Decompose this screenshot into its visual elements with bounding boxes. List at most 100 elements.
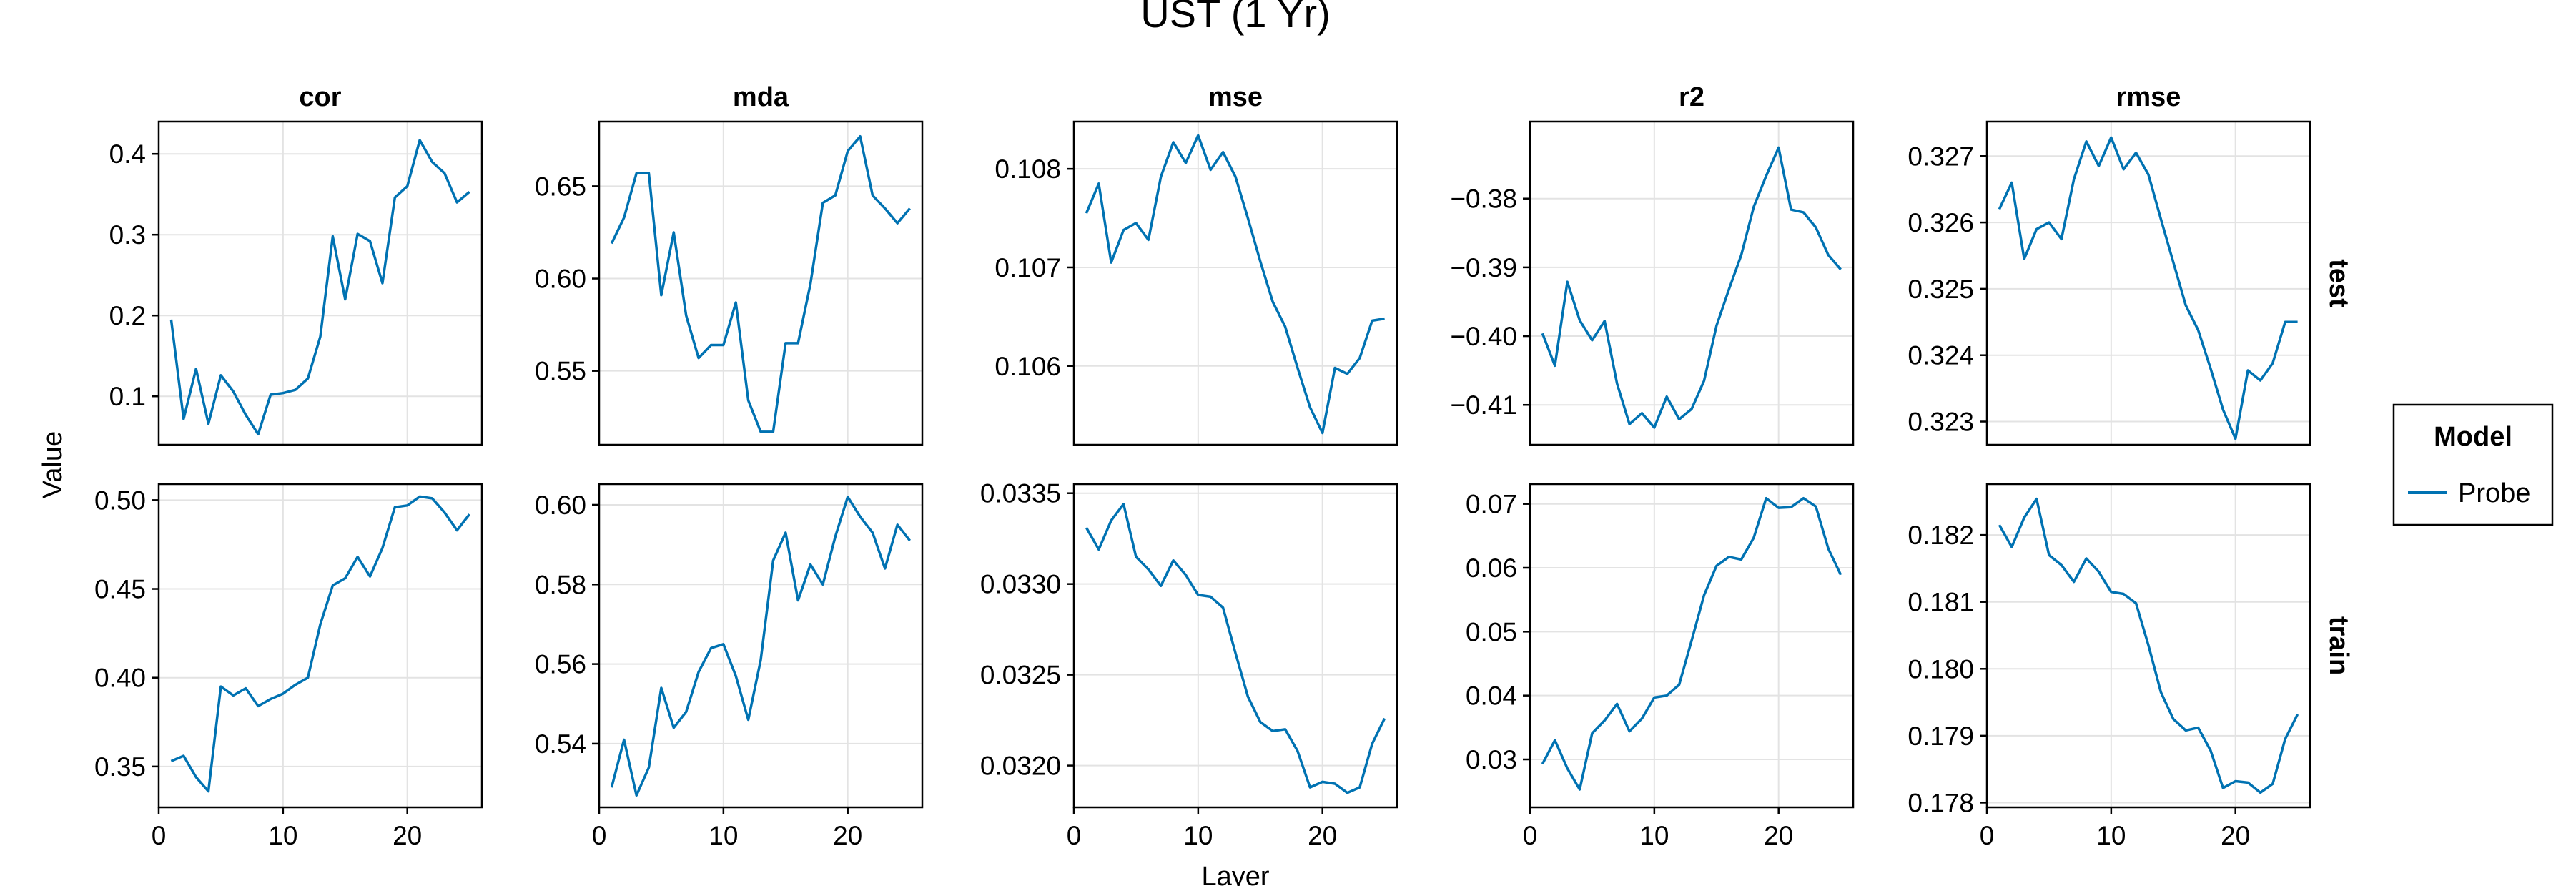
panel-frame: [1072, 120, 1398, 446]
y-tick-label: 0.325: [1908, 275, 1974, 304]
x-tick-label: 10: [1639, 821, 1669, 850]
y-tick-label: 0.55: [535, 357, 586, 386]
x-tick-label: 20: [2221, 821, 2250, 850]
series-line-probe: [1998, 136, 2298, 440]
y-tick-label: 0.35: [94, 752, 146, 782]
column-title-mda: mda: [733, 82, 789, 112]
y-tick-label: 0.107: [995, 253, 1061, 282]
x-tick-label: 0: [1067, 821, 1082, 850]
panel-rmse-train: 0.178 0.179 0.180 0.181 0.182 0 10 20 train: [1908, 483, 2354, 850]
x-tick-label: 0: [1523, 821, 1538, 850]
series-line-probe: [610, 496, 911, 797]
panel-cor-train: 0.35 0.40 0.45 0.50 0 10 20: [94, 483, 483, 850]
y-tick-label: 0.65: [535, 172, 586, 201]
y-tick-label: 0.327: [1908, 142, 1974, 171]
figure-title: UST (1 Yr): [1140, 0, 1331, 36]
panel-r2-test: −0.41 −0.40 −0.39 −0.38 r2: [1450, 82, 1855, 446]
y-tick-label: 0.108: [995, 154, 1061, 184]
y-tick-label: 0.58: [535, 570, 586, 599]
y-tick-label: 0.0330: [980, 570, 1061, 599]
y-tick-label: 0.1: [109, 382, 146, 411]
y-tick-label: 0.324: [1908, 341, 1974, 370]
legend-title: Model: [2434, 422, 2512, 452]
series-line-probe: [169, 139, 470, 436]
y-tick-label: 0.0325: [980, 661, 1061, 690]
panel-frame: [157, 483, 483, 809]
series-line-probe: [1085, 503, 1386, 794]
panel-r2-train: 0.03 0.04 0.05 0.06 0.07 0 10 20: [1466, 483, 1855, 850]
y-tick-label: 0.40: [94, 664, 146, 693]
legend-box: [2392, 403, 2554, 526]
y-tick-label: 0.326: [1908, 208, 1974, 237]
y-tick-label: 0.0335: [980, 479, 1061, 508]
panel-frame: [598, 483, 924, 809]
panel-mse-test: 0.106 0.107 0.108 mse: [995, 82, 1398, 446]
y-tick-label: 0.54: [535, 729, 586, 759]
panel-mse-train: 0.0320 0.0325 0.0330 0.0335 0 10 20: [980, 479, 1398, 850]
series-line-probe: [1541, 146, 1842, 429]
y-tick-label: 0.178: [1908, 788, 1974, 817]
x-axis-label: Layer: [1201, 862, 1269, 886]
panel-rmse-test: 0.323 0.324 0.325 0.326 0.327 rmse test: [1908, 82, 2354, 446]
y-tick-label: 0.179: [1908, 722, 1974, 751]
y-tick-label: −0.39: [1450, 253, 1517, 282]
x-tick-label: 20: [393, 821, 422, 850]
x-tick-label: 10: [1183, 821, 1213, 850]
y-axis-label: Value: [38, 431, 68, 498]
row-label-train: train: [2324, 616, 2354, 675]
y-tick-label: 0.56: [535, 650, 586, 679]
x-tick-label: 0: [152, 821, 167, 850]
series-line-probe: [1085, 134, 1385, 435]
panel-frame: [1072, 483, 1398, 809]
x-tick-label: 0: [592, 821, 607, 850]
y-tick-label: 0.2: [109, 301, 146, 330]
column-title-cor: cor: [299, 82, 341, 112]
x-tick-label: 20: [1308, 821, 1337, 850]
panel-cor-test: 0.1 0.2 0.3 0.4 cor: [109, 82, 483, 446]
panels-grid: 0.1 0.2 0.3 0.4 cor 0.55 0.60 0.65 mda 0.106 0.107…: [94, 82, 2354, 850]
y-tick-label: 0.180: [1908, 654, 1974, 684]
y-tick-label: 0.50: [94, 486, 146, 515]
panel-frame: [598, 120, 924, 446]
x-tick-label: 10: [2096, 821, 2126, 850]
panel-frame: [1985, 483, 2311, 809]
y-tick-label: 0.323: [1908, 408, 1974, 437]
y-tick-label: 0.0320: [980, 752, 1061, 781]
y-tick-label: 0.04: [1466, 681, 1517, 711]
y-tick-label: 0.60: [535, 265, 586, 294]
x-tick-label: 10: [268, 821, 297, 850]
y-tick-label: −0.41: [1450, 390, 1517, 420]
y-tick-label: 0.3: [109, 220, 146, 250]
panel-mda-train: 0.54 0.56 0.58 0.60 0 10 20: [535, 483, 924, 850]
y-tick-label: 0.106: [995, 352, 1061, 381]
x-tick-label: 20: [833, 821, 862, 850]
y-tick-label: 0.05: [1466, 617, 1517, 646]
y-tick-label: 0.45: [94, 575, 146, 604]
x-tick-label: 20: [1764, 821, 1793, 850]
panel-mda-test: 0.55 0.60 0.65 mda: [535, 82, 924, 446]
legend: Model Probe: [2392, 403, 2554, 526]
y-tick-label: 0.4: [109, 139, 146, 169]
row-label-test: test: [2324, 259, 2354, 307]
column-title-mse: mse: [1208, 82, 1263, 112]
panel-frame: [1529, 483, 1855, 809]
y-tick-label: −0.38: [1450, 184, 1517, 214]
column-title-rmse: rmse: [2116, 82, 2181, 112]
y-tick-label: 0.60: [535, 491, 586, 520]
column-title-r2: r2: [1679, 82, 1704, 112]
legend-entry-probe: Probe: [2458, 478, 2530, 508]
y-tick-label: −0.40: [1450, 322, 1517, 351]
y-tick-label: 0.07: [1466, 490, 1517, 519]
y-tick-label: 0.03: [1466, 745, 1517, 774]
series-line-probe: [1541, 496, 1842, 791]
y-tick-label: 0.181: [1908, 588, 1974, 617]
x-tick-label: 10: [709, 821, 738, 850]
x-tick-label: 0: [1980, 821, 1995, 850]
y-tick-label: 0.06: [1466, 553, 1517, 583]
series-line-probe: [170, 495, 470, 793]
panel-frame: [157, 120, 483, 446]
series-line-probe: [610, 134, 911, 433]
series-line-probe: [1998, 497, 2299, 794]
panel-frame: [1529, 120, 1855, 446]
